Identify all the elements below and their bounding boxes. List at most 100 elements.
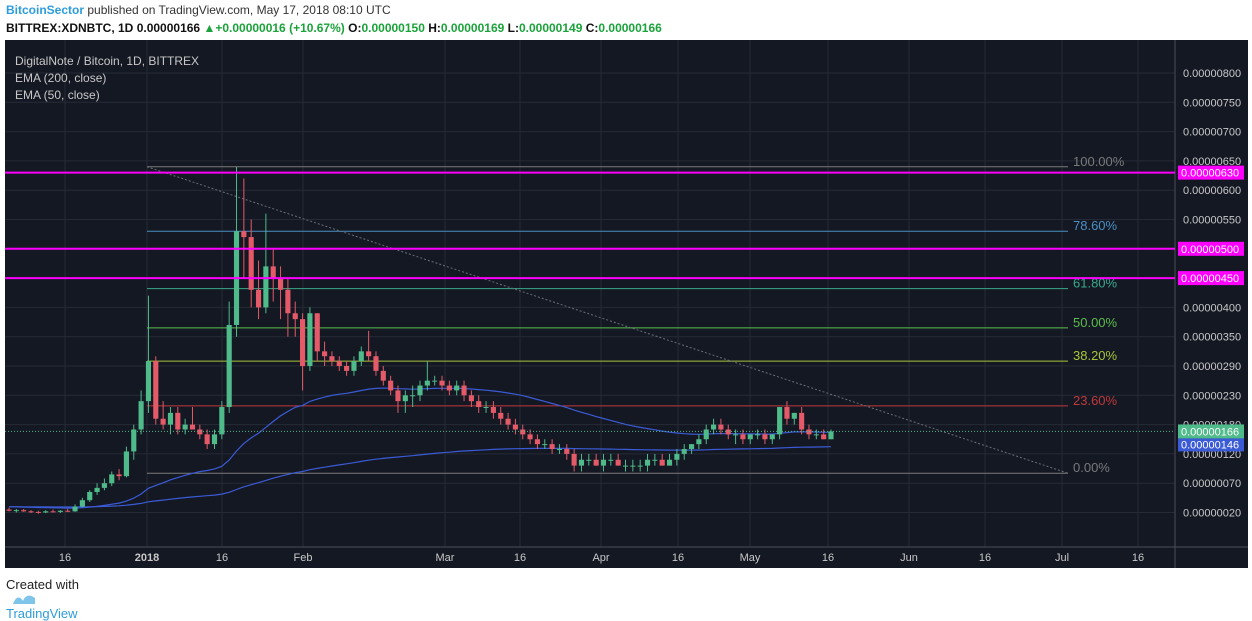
chart-legend: DigitalNote / Bitcoin, 1D, BITTREX EMA (…: [15, 53, 199, 104]
last-price: 0.00000166: [136, 21, 201, 35]
candle-body: [307, 313, 313, 366]
fib-level-label: 50.00%: [1073, 315, 1118, 330]
candle-body: [197, 429, 203, 435]
candle-body: [696, 439, 702, 445]
candle-body: [556, 449, 563, 451]
x-tick-label: 2018: [135, 552, 159, 564]
candle-body: [116, 474, 122, 477]
candle-body: [292, 313, 298, 320]
candle-body: [542, 444, 548, 446]
candle-body: [711, 424, 717, 430]
fib-level-label: 38.20%: [1073, 348, 1118, 363]
candle-body: [600, 459, 607, 466]
candle-body: [87, 491, 93, 501]
candle-body: [211, 434, 218, 445]
fib-level-label: 61.80%: [1073, 276, 1118, 291]
candle-body: [520, 429, 526, 435]
candle-body: [740, 434, 746, 440]
x-tick-label: Mar: [436, 552, 455, 564]
price-tag-label: 0.00000500: [1181, 244, 1239, 256]
candle-body: [615, 459, 621, 466]
candle-body: [821, 434, 827, 440]
candle-body: [828, 431, 834, 440]
y-tick-label: 0.00000120: [1183, 449, 1241, 461]
high-value: 0.00000169: [440, 21, 505, 35]
tradingview-link[interactable]: TradingView: [6, 606, 78, 621]
x-tick-label: 16: [979, 552, 991, 564]
candle-body: [593, 459, 599, 466]
candle-body: [314, 313, 320, 352]
price-tag-label: 0.00000450: [1181, 273, 1239, 285]
x-tick-label: 16: [59, 552, 71, 564]
candle-body: [417, 385, 423, 396]
candle-body: [182, 424, 188, 430]
candle-body: [622, 465, 629, 467]
created-with-text: Created with: [6, 577, 79, 592]
published-text: published on TradingView.com, May 17, 20…: [87, 3, 391, 17]
candle-body: [373, 356, 379, 371]
candle-body: [747, 434, 753, 440]
candle-body: [791, 412, 797, 419]
candle-body: [175, 412, 181, 430]
x-tick-label: Feb: [294, 552, 313, 564]
candle-body: [329, 356, 335, 362]
candle-body: [285, 289, 291, 314]
x-tick-label: Apr: [592, 552, 609, 564]
x-tick-label: 16: [216, 552, 228, 564]
candle-body: [534, 439, 540, 445]
candle-body: [395, 390, 401, 402]
candle-body: [65, 510, 71, 512]
candle-body: [336, 361, 342, 366]
x-tick-label: Jun: [900, 552, 918, 564]
candle-body: [145, 361, 152, 402]
candle-body: [578, 459, 585, 466]
candle-body: [608, 459, 614, 461]
candle-body: [733, 434, 739, 436]
close-label: C:: [585, 21, 599, 35]
current-price-tag-label: 0.00000166: [1181, 426, 1239, 438]
ohlc-header: BITTREX:XDNBTC, 1D 0.00000166 ▲+0.000000…: [6, 21, 662, 35]
candle-body: [637, 465, 643, 467]
candle-body: [28, 511, 34, 513]
candle-body: [263, 266, 269, 308]
candle-body: [380, 370, 386, 381]
chart-area[interactable]: 0.00000800 0.00000750 0.00000700 0.00000650…: [5, 40, 1248, 568]
candle-body: [123, 451, 129, 477]
price-chart[interactable]: 0.00000800 0.00000750 0.00000700 0.00000650…: [5, 40, 1248, 568]
price-tag-label: 0.00000630: [1181, 168, 1239, 180]
up-arrow-icon: ▲: [203, 21, 216, 35]
candle-body: [432, 380, 438, 382]
candle-body: [241, 231, 247, 238]
ema-200-line: [9, 446, 832, 508]
open-value: 0.00000150: [361, 21, 425, 35]
chart-background: [5, 40, 1248, 568]
y-tick-label: 0.00000800: [1183, 68, 1241, 80]
candle-body: [109, 474, 115, 484]
y-tick-label: 0.00000020: [1183, 508, 1241, 520]
publish-info: BitcoinSector published on TradingView.c…: [6, 3, 391, 17]
candle-body: [813, 434, 819, 436]
legend-ema200[interactable]: EMA (200, close): [15, 71, 107, 85]
candle-body: [644, 459, 651, 466]
author-link[interactable]: BitcoinSector: [6, 3, 85, 17]
candle-body: [527, 434, 533, 440]
candle-body: [21, 510, 27, 512]
tradingview-logo-icon: [13, 595, 35, 604]
candle-body: [498, 412, 504, 419]
candle-body: [659, 459, 665, 466]
candle-body: [204, 434, 210, 445]
fib-level-label: 78.60%: [1073, 218, 1118, 233]
candle-body: [799, 412, 805, 430]
legend-ema50[interactable]: EMA (50, close): [15, 88, 100, 102]
y-tick-label: 0.00000290: [1183, 361, 1241, 373]
x-tick-label: 16: [514, 552, 526, 564]
candle-body: [101, 483, 107, 488]
candle-body: [718, 424, 724, 430]
candle-body: [564, 449, 570, 454]
candle-body: [549, 444, 555, 450]
candle-body: [72, 506, 78, 512]
low-value: 0.00000149: [518, 21, 583, 35]
y-tick-label: 0.00000350: [1183, 332, 1241, 344]
x-tick-label: 16: [1132, 552, 1144, 564]
y-tick-label: 0.00000650: [1183, 156, 1241, 168]
